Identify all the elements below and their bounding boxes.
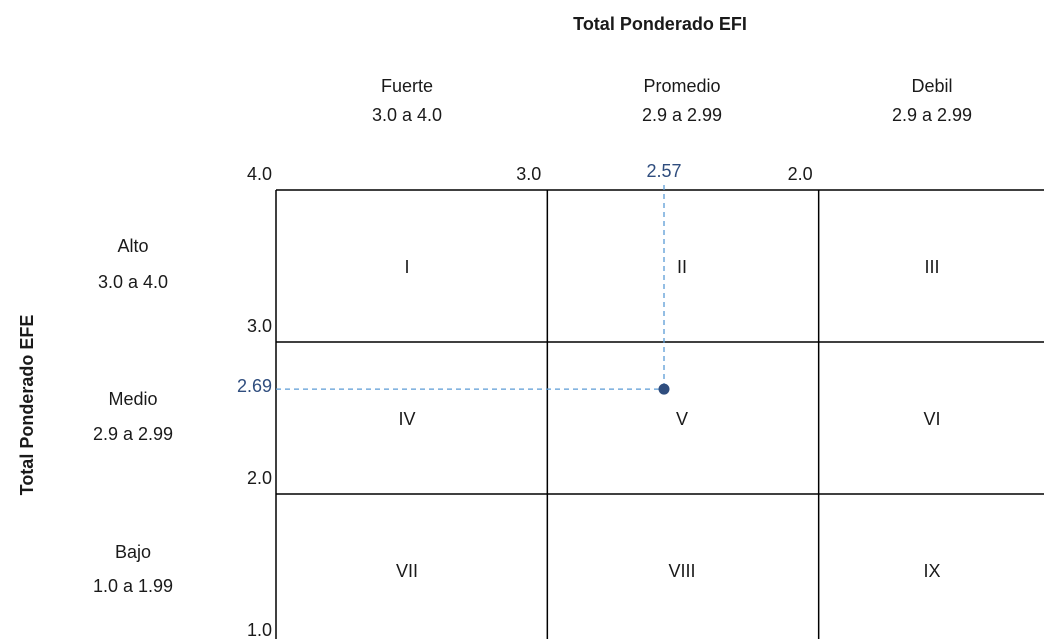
y-tick-label: 4.0 <box>247 164 272 184</box>
cell-label: I <box>404 257 409 277</box>
point-x-label: 2.57 <box>646 161 681 181</box>
cell-label: V <box>676 409 688 429</box>
row-range: 1.0 a 1.99 <box>93 576 173 596</box>
x-tick-label: 2.0 <box>788 164 813 184</box>
column-header: Fuerte <box>381 76 433 96</box>
y-tick-label: 3.0 <box>247 316 272 336</box>
x-tick-label: 3.0 <box>516 164 541 184</box>
cell-label: VII <box>396 561 418 581</box>
y-tick-label: 2.0 <box>247 468 272 488</box>
cell-label: VIII <box>668 561 695 581</box>
column-range: 2.9 a 2.99 <box>642 105 722 125</box>
chart-title: Total Ponderado EFI <box>573 14 747 34</box>
row-header: Medio <box>108 389 157 409</box>
point-y-label: 2.69 <box>237 376 272 396</box>
cell-label: II <box>677 257 687 277</box>
row-range: 3.0 a 4.0 <box>98 272 168 292</box>
cell-label: III <box>924 257 939 277</box>
y-tick-label: 1.0 <box>247 620 272 639</box>
y-axis-label: Total Ponderado EFE <box>17 315 37 496</box>
column-header: Debil <box>911 76 952 96</box>
row-range: 2.9 a 2.99 <box>93 424 173 444</box>
cell-label: VI <box>923 409 940 429</box>
row-header: Alto <box>117 236 148 256</box>
column-range: 3.0 a 4.0 <box>372 105 442 125</box>
row-header: Bajo <box>115 542 151 562</box>
column-header: Promedio <box>643 76 720 96</box>
column-range: 2.9 a 2.99 <box>892 105 972 125</box>
cell-label: IX <box>923 561 940 581</box>
point <box>658 383 670 395</box>
cell-label: IV <box>398 409 415 429</box>
